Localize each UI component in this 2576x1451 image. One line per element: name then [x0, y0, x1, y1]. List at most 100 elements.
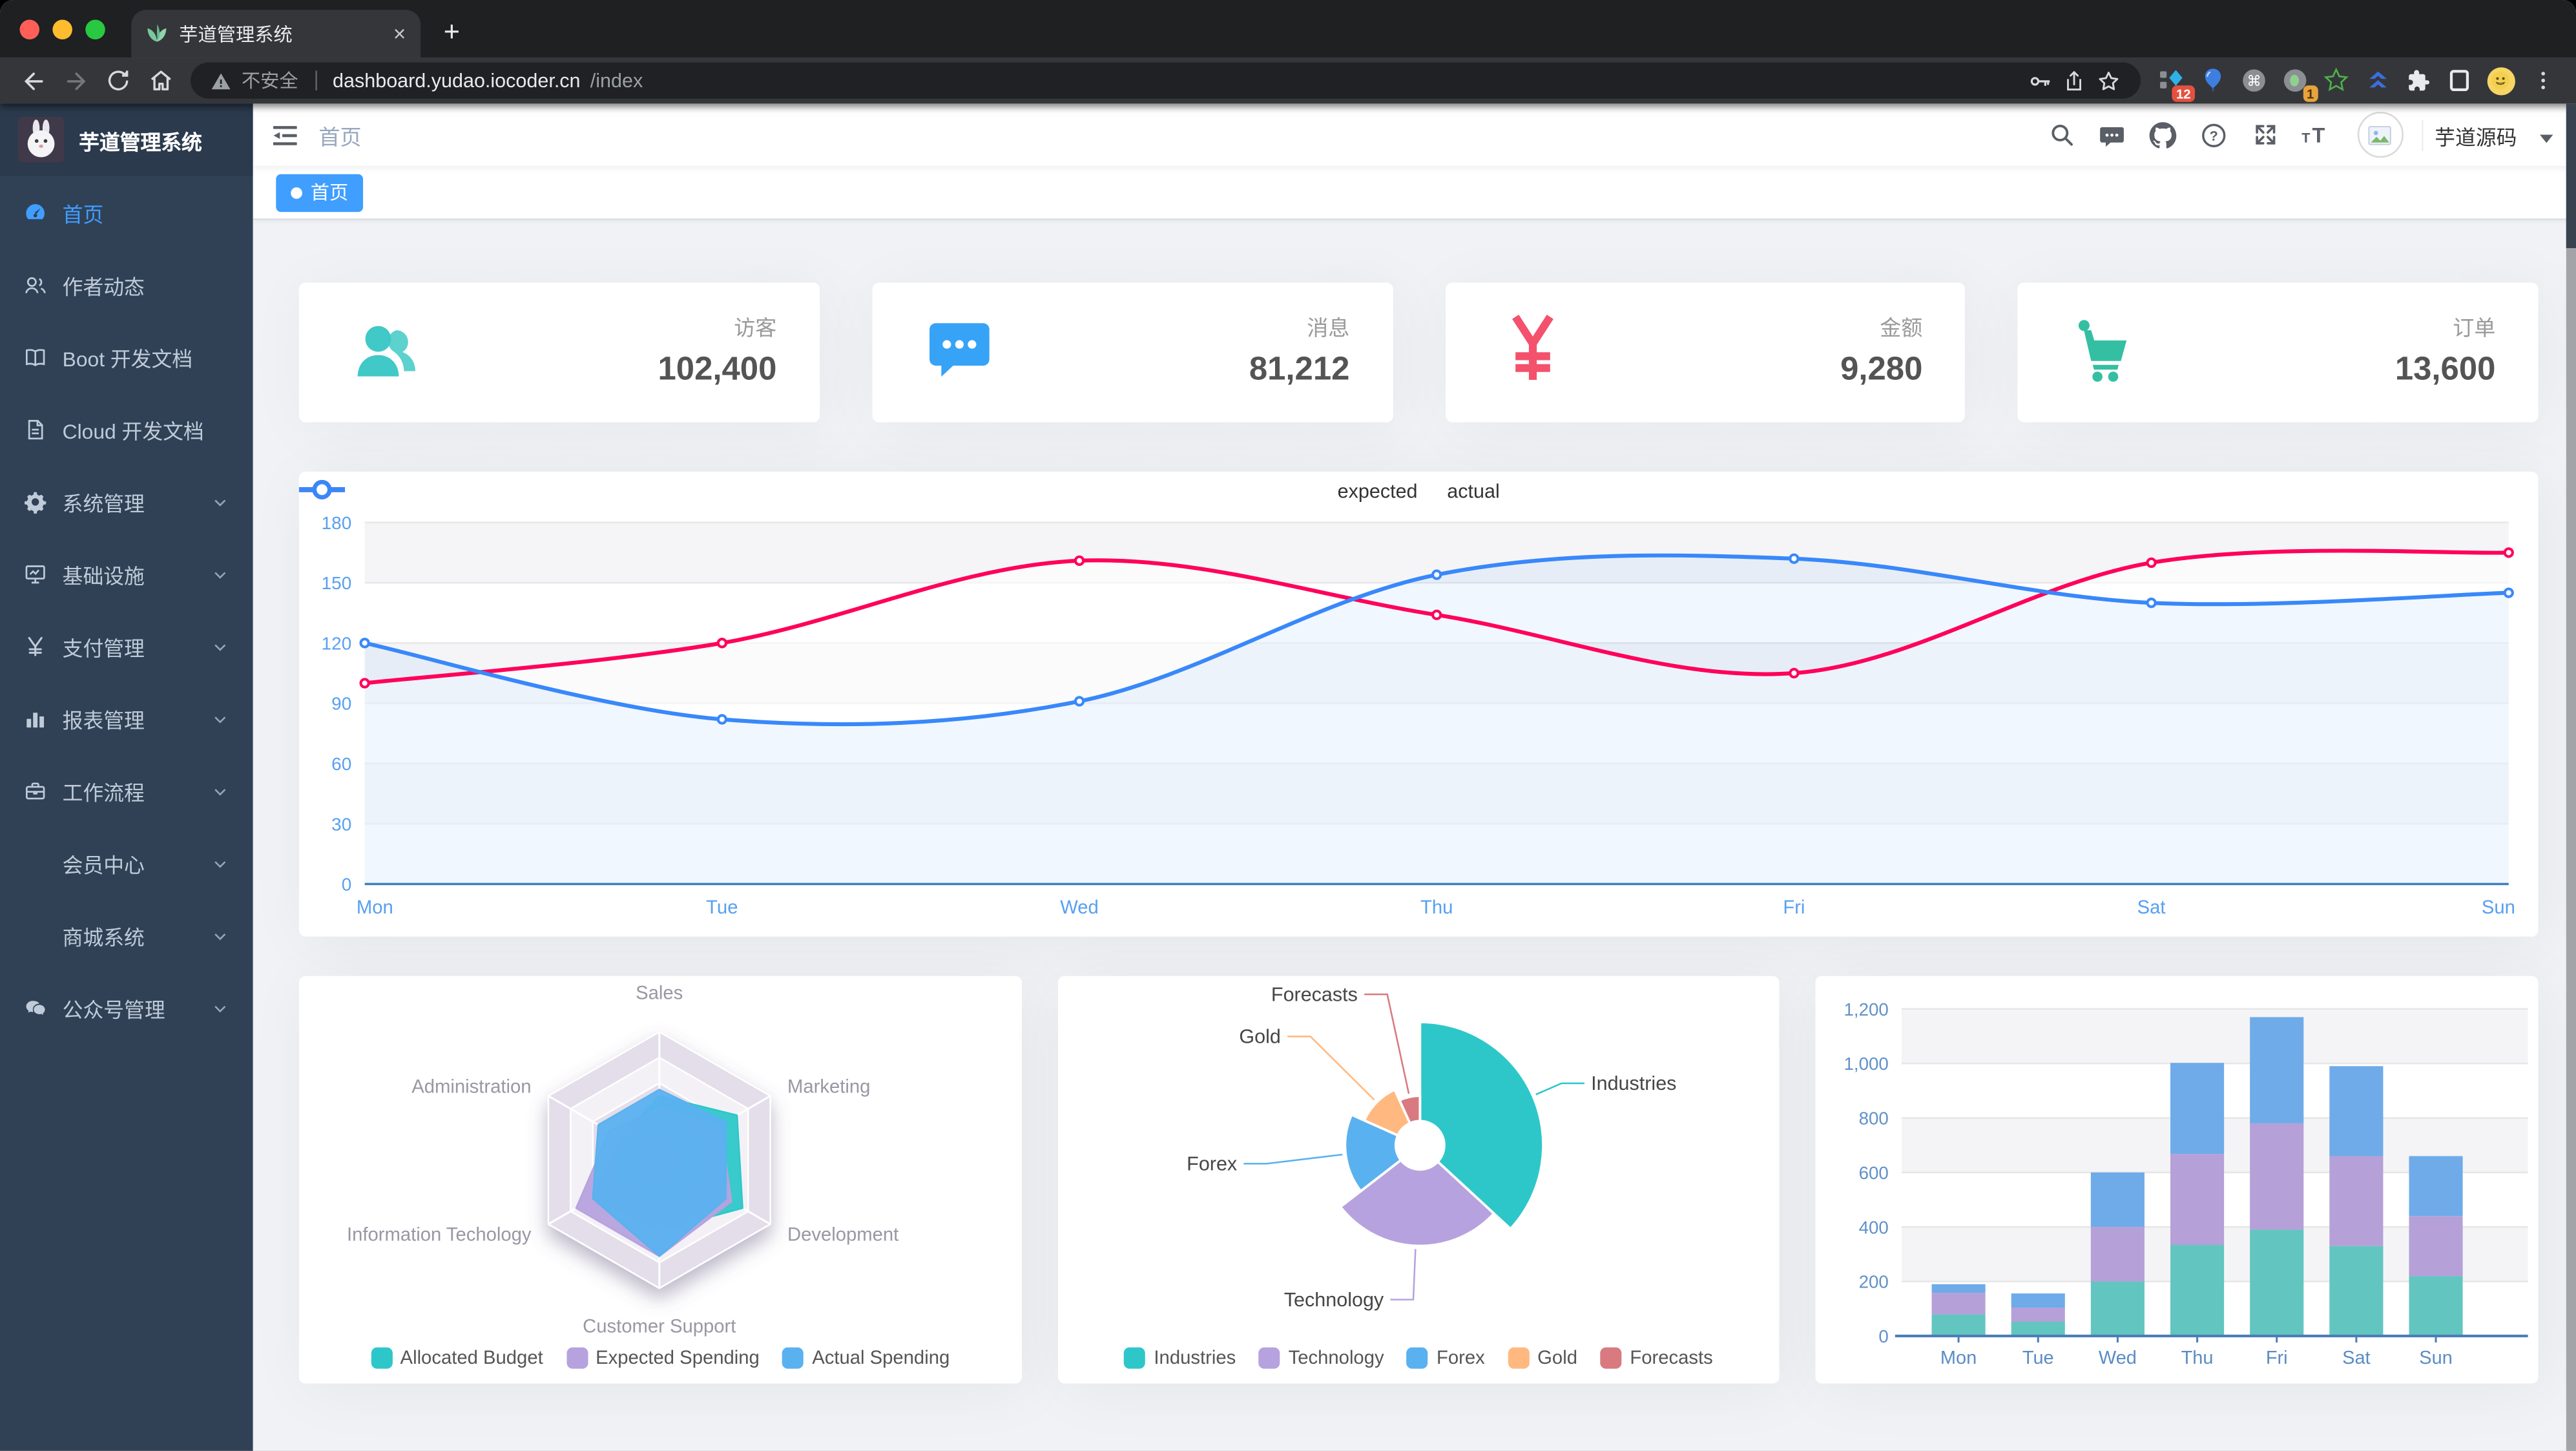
people-icon — [23, 272, 48, 297]
legend-item-actual[interactable]: actual — [298, 480, 1500, 503]
svg-text:?: ? — [2210, 127, 2219, 143]
message-icon — [921, 311, 997, 395]
minimize-window-button[interactable] — [52, 19, 72, 39]
sidebar-item-11[interactable]: 公众号管理 — [0, 971, 253, 1043]
svg-text:T: T — [2313, 123, 2326, 146]
password-key-icon[interactable] — [2028, 68, 2052, 93]
app-title: 芋道管理系统 — [79, 130, 202, 154]
new-tab-button[interactable]: + — [443, 16, 460, 48]
window-frame-extension-icon[interactable] — [2441, 63, 2477, 99]
scrollbar-thumb[interactable] — [2566, 103, 2576, 249]
sidebar-item-7[interactable]: 报表管理 — [0, 682, 253, 755]
legend-item-expected-spending[interactable]: Expected Spending — [566, 1347, 760, 1369]
sidebar-item-9[interactable]: 会员中心 — [0, 826, 253, 899]
legend-item-technology[interactable]: Technology — [1258, 1347, 1384, 1369]
legend-item-expected[interactable]: expected — [298, 480, 1418, 503]
sidebar-item-3[interactable]: Cloud 开发文档 — [0, 393, 253, 465]
bottom-charts-row: Sales Administration Information Techology… — [298, 976, 2539, 1384]
sidebar-item-5[interactable]: 基础设施 — [0, 538, 253, 610]
tag-home[interactable]: 首页 — [276, 173, 364, 211]
seedling-icon — [146, 23, 167, 45]
stat-card-3[interactable]: 订单 13,600 — [2017, 282, 2539, 423]
radar-chart-card: Sales Administration Information Techology… — [298, 976, 1022, 1384]
sidebar-item-label: 报表管理 — [62, 709, 145, 733]
stat-card-0[interactable]: 访客 102,400 — [298, 282, 820, 423]
line-chart-legend: expected actual — [298, 480, 2539, 503]
svg-text:800: 800 — [1859, 1109, 1889, 1129]
legend-item-actual-spending[interactable]: Actual Spending — [782, 1347, 950, 1369]
line-chart-canvas: 0 30 60 90 120 150 180 Mon Tue Wed Thu Fri Sat Sun — [322, 513, 2515, 918]
sidebar-item-0[interactable]: 首页 — [0, 176, 253, 248]
sidebar-item-4[interactable]: 系统管理 — [0, 465, 253, 538]
bar-chart-canvas: 0 200 400 600 800 1,000 1,200 Mon Tue Wed Thu Fri Sa… — [1844, 999, 2529, 1368]
address-bar[interactable]: 不安全 dashboard.yudao.iocoder.cn/index — [191, 62, 2141, 99]
sidebar-logo[interactable]: 芋道管理系统 — [0, 103, 253, 176]
legend-item-forecasts[interactable]: Forecasts — [1600, 1347, 1713, 1369]
browser-profile-avatar[interactable] — [2481, 61, 2520, 100]
chevron-down-icon[interactable] — [2540, 134, 2553, 143]
question-icon[interactable]: ? — [2195, 115, 2234, 154]
book-icon — [23, 344, 48, 369]
zoom-window-button[interactable] — [85, 19, 105, 39]
sidebar-menu: 首页 作者动态 Boot 开发文档 Cloud 开发文档 系统管理 基础设施支付管理报表管… — [0, 176, 253, 1043]
svg-text:Wed: Wed — [2099, 1348, 2137, 1368]
share-icon[interactable] — [2062, 68, 2086, 93]
collapse-sidebar-icon[interactable] — [253, 103, 316, 166]
close-window-button[interactable] — [19, 19, 40, 39]
security-label: 不安全 — [241, 72, 298, 92]
legend-item-industries[interactable]: Industries — [1124, 1347, 1236, 1369]
sidebar-item-2[interactable]: Boot 开发文档 — [0, 320, 253, 393]
legend-item-gold[interactable]: Gold — [1508, 1347, 1577, 1369]
forward-icon[interactable] — [56, 61, 95, 100]
github-icon[interactable] — [2144, 115, 2183, 154]
tag-label: 首页 — [310, 183, 349, 204]
balloon-extension-icon[interactable] — [2195, 63, 2231, 99]
legend-item-forex[interactable]: Forex — [1407, 1347, 1485, 1369]
svg-text:180: 180 — [322, 513, 352, 533]
command-circle-extension-icon[interactable]: ⌘ — [2236, 63, 2272, 99]
page-scrollbar[interactable] — [2566, 103, 2576, 1451]
svg-text:⌘: ⌘ — [2247, 73, 2261, 89]
bookmark-star-icon[interactable] — [2096, 68, 2121, 93]
reload-icon[interactable] — [99, 61, 138, 100]
green-star-extension-icon[interactable] — [2318, 63, 2354, 99]
user-avatar[interactable] — [2357, 111, 2404, 158]
pie-chart-canvas: Industries Technology Forex Gold Forecasts — [1186, 983, 1676, 1310]
sidebar-item-label: 支付管理 — [62, 636, 145, 660]
dashboard-content: 访客 102,400 消息 81,212 金额 9,280 订单 13,600 0 30 60 90… — [253, 220, 2576, 1451]
browser-menu-kebab-icon[interactable] — [2524, 61, 2563, 100]
blue-diamond-extension-icon[interactable]: 12 — [2154, 63, 2195, 102]
sidebar-item-10[interactable]: 商城系统 — [0, 899, 253, 971]
sidebar-item-1[interactable]: 作者动态 — [0, 248, 253, 320]
dashboard-icon — [23, 200, 48, 224]
sidebar-item-8[interactable]: 工作流程 — [0, 754, 253, 826]
browser-tab[interactable]: 芋道管理系统 × — [131, 10, 421, 58]
home-icon[interactable] — [141, 61, 181, 100]
record-circle-extension-icon[interactable]: 1 — [2277, 63, 2318, 102]
chat-icon[interactable] — [2093, 115, 2132, 154]
back-icon[interactable] — [13, 61, 52, 100]
puzzle-extension-icon[interactable] — [2400, 63, 2436, 99]
svg-text:Forecasts: Forecasts — [1271, 983, 1357, 1005]
search-icon[interactable] — [2042, 115, 2081, 154]
legend-item-allocated-budget[interactable]: Allocated Budget — [370, 1347, 543, 1369]
extension-badge: 12 — [2172, 85, 2195, 102]
main-area: 首页 ? T T 芋道源码 首页 访客 102,400 消息 81,212 金额 9,280 — [253, 103, 2576, 1451]
user-name[interactable]: 芋道源码 — [2421, 119, 2517, 151]
fullscreen-icon[interactable] — [2246, 115, 2285, 154]
navbar-actions: ? T T 芋道源码 — [2042, 111, 2559, 158]
tags-view-bar: 首页 — [253, 165, 2576, 220]
people-group-icon — [348, 311, 424, 395]
stat-value: 102,400 — [658, 351, 777, 388]
security-warning-icon[interactable] — [211, 70, 232, 91]
stat-card-1[interactable]: 消息 81,212 — [871, 282, 1393, 423]
stat-card-2[interactable]: 金额 9,280 — [1444, 282, 1966, 423]
monitor-icon — [23, 561, 48, 586]
sidebar-item-label: 公众号管理 — [62, 998, 165, 1021]
sidebar-item-6[interactable]: 支付管理 — [0, 610, 253, 682]
blue-chevrons-extension-icon[interactable] — [2359, 63, 2395, 99]
tab-close-icon[interactable]: × — [393, 21, 406, 47]
breadcrumb[interactable]: 首页 — [318, 124, 362, 149]
